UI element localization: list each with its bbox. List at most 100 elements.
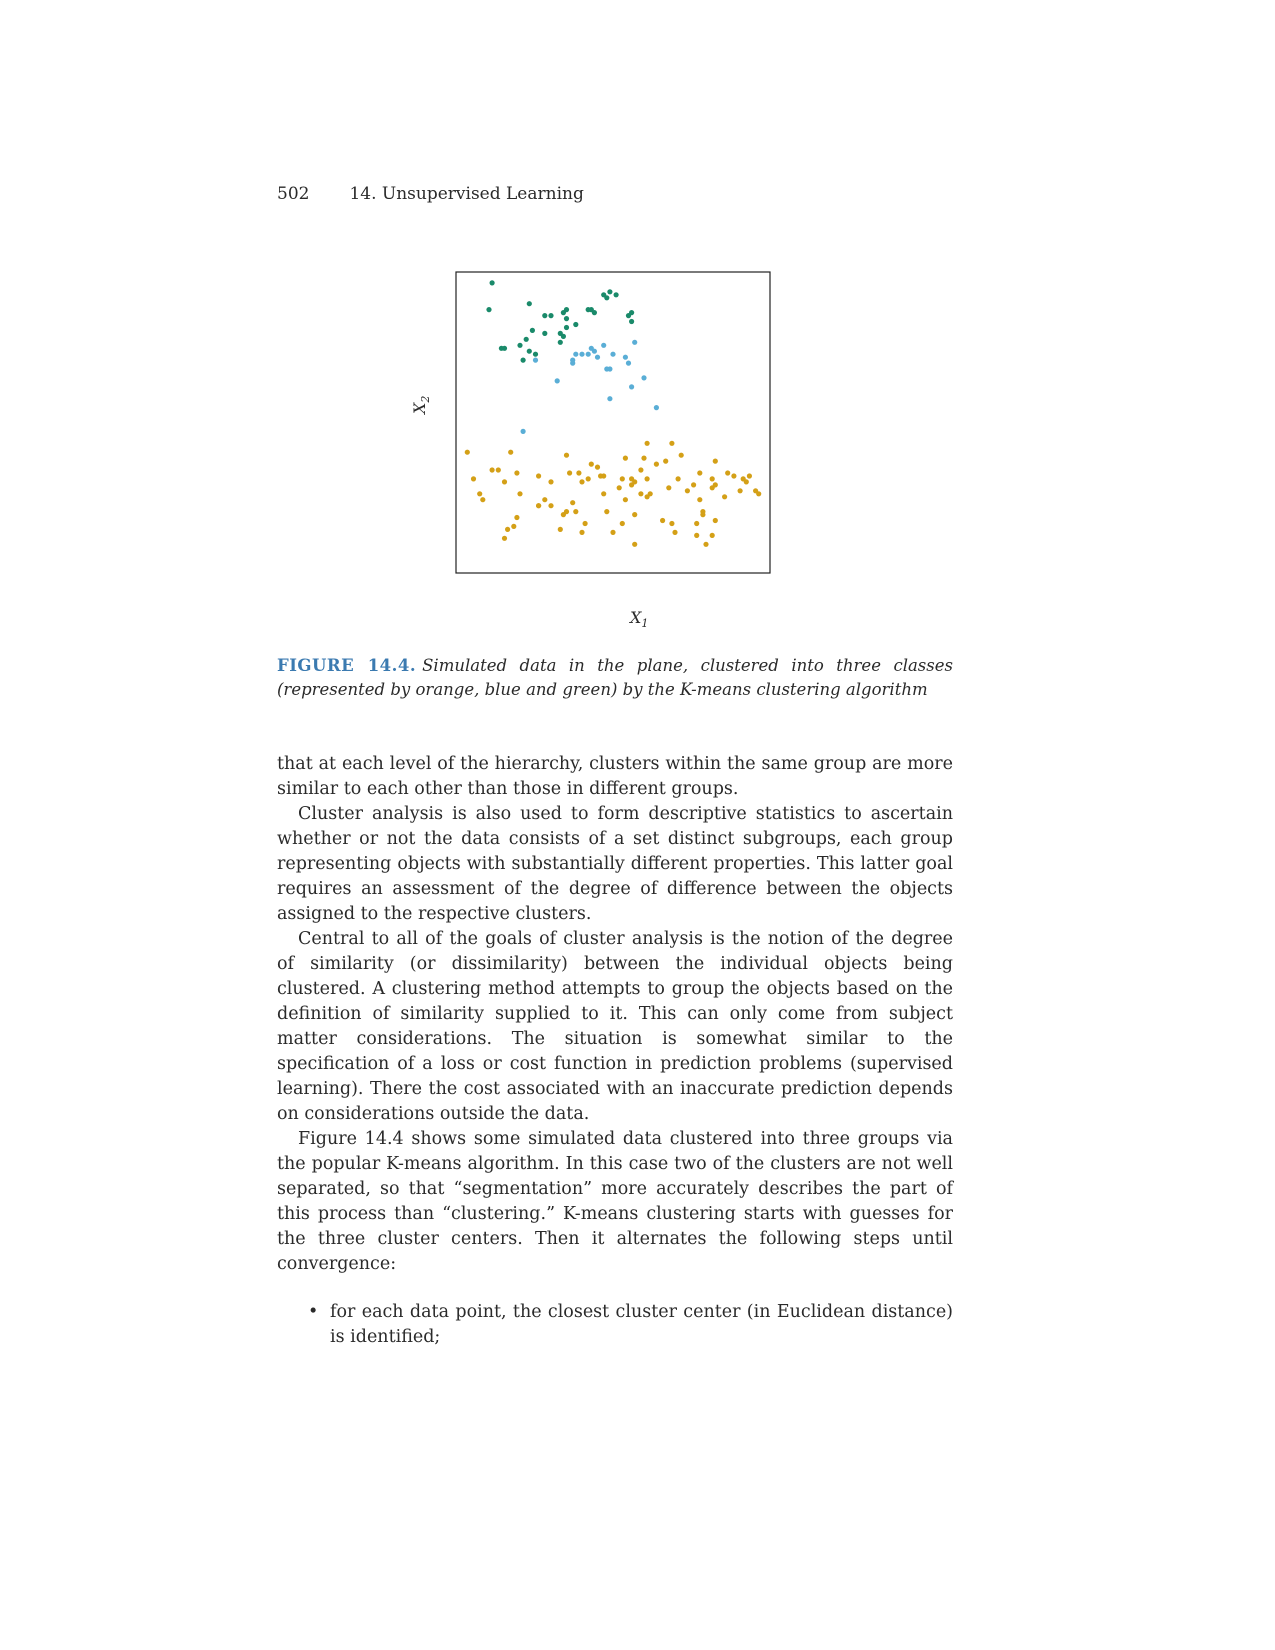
orange-point [501, 479, 508, 485]
orange-point [536, 473, 542, 479]
paragraph: Cluster analysis is also used to form de… [277, 804, 953, 924]
orange-point [501, 535, 508, 541]
orange-point [495, 467, 501, 473]
blue-point [629, 384, 635, 390]
orange-point [638, 491, 644, 497]
orange-point [557, 526, 563, 532]
orange-point [684, 488, 690, 494]
body-text: that at each level of the hierarchy, clu… [277, 752, 953, 1277]
green-point [557, 339, 563, 345]
paragraph: that at each level of the hierarchy, clu… [277, 754, 953, 799]
blue-point [653, 405, 659, 411]
orange-point [737, 488, 743, 494]
green-point [613, 292, 619, 298]
green-point [573, 321, 579, 328]
caption-text: Simulated data in the plane, clustered i… [277, 656, 953, 699]
orange-point [594, 464, 601, 470]
green-point [520, 357, 526, 363]
orange-point [536, 503, 542, 509]
orange-point [576, 470, 582, 476]
blue-point [610, 351, 616, 357]
x-axis-label: X1 [630, 608, 649, 631]
orange-point [669, 440, 675, 446]
orange-point [697, 497, 703, 503]
orange-point [694, 532, 700, 538]
orange-point [477, 491, 483, 497]
orange-point [691, 482, 697, 488]
orange-point [731, 473, 737, 479]
orange-point [601, 473, 607, 479]
blue-point [607, 366, 613, 372]
orange-point [548, 479, 554, 485]
scatter-plot [455, 271, 771, 574]
caption-label: FIGURE 14.4. [277, 656, 417, 675]
blue-point [632, 339, 638, 345]
green-point [542, 313, 548, 319]
green-point [563, 324, 570, 331]
green-point [526, 301, 532, 307]
orange-point [669, 520, 675, 527]
orange-point [508, 449, 514, 455]
blue-point [591, 348, 597, 354]
blue-point [570, 360, 576, 366]
orange-point [694, 520, 700, 527]
orange-point [573, 509, 579, 515]
orange-point [756, 491, 762, 497]
orange-point [709, 532, 715, 538]
orange-point [582, 520, 588, 527]
orange-point [514, 514, 520, 521]
orange-point [644, 440, 650, 446]
orange-point [660, 517, 666, 524]
orange-point [470, 476, 477, 482]
list-item: for each data point, the closest cluster… [330, 1302, 953, 1347]
blue-point [607, 396, 613, 402]
orange-point [632, 479, 638, 485]
y-axis-label: X2 [410, 395, 433, 414]
orange-point [746, 473, 752, 479]
orange-point [579, 529, 585, 535]
orange-point [722, 494, 728, 500]
page-number: 502 [277, 184, 310, 204]
orange-point [678, 452, 684, 458]
orange-point [647, 491, 653, 497]
running-header: 502 14. Unsupervised Learning [277, 184, 584, 204]
green-point [548, 313, 554, 319]
blue-point [585, 351, 591, 357]
green-point [523, 336, 529, 342]
orange-point [505, 526, 511, 532]
orange-point [712, 517, 718, 524]
green-point [517, 342, 523, 348]
scatter-points [464, 280, 762, 547]
green-point [585, 307, 591, 313]
paragraph: Central to all of the goals of cluster a… [277, 929, 953, 1124]
orange-point [588, 461, 594, 467]
green-point [489, 280, 495, 286]
orange-point [700, 512, 706, 518]
orange-point [579, 479, 585, 485]
orange-point [514, 470, 520, 476]
blue-point [573, 351, 579, 357]
green-point [532, 351, 539, 357]
orange-point [703, 541, 709, 547]
orange-point [489, 467, 495, 473]
paragraph: Figure 14.4 shows some simulated data cl… [277, 1129, 953, 1274]
orange-point [619, 476, 625, 482]
orange-point [638, 467, 644, 473]
orange-point [619, 520, 625, 527]
orange-point [567, 470, 573, 476]
blue-point [532, 357, 539, 363]
orange-point [464, 449, 470, 455]
blue-point [641, 375, 647, 381]
orange-point [570, 500, 576, 506]
green-point [563, 307, 570, 313]
orange-point [632, 512, 638, 518]
orange-point [622, 455, 628, 461]
green-point [486, 307, 492, 313]
orange-point [517, 491, 523, 497]
orange-point [663, 458, 669, 464]
green-point [498, 345, 504, 351]
orange-point [672, 529, 678, 535]
green-point [529, 327, 535, 333]
orange-point [653, 461, 659, 467]
figure-14-4: X2 X1 [400, 262, 800, 632]
